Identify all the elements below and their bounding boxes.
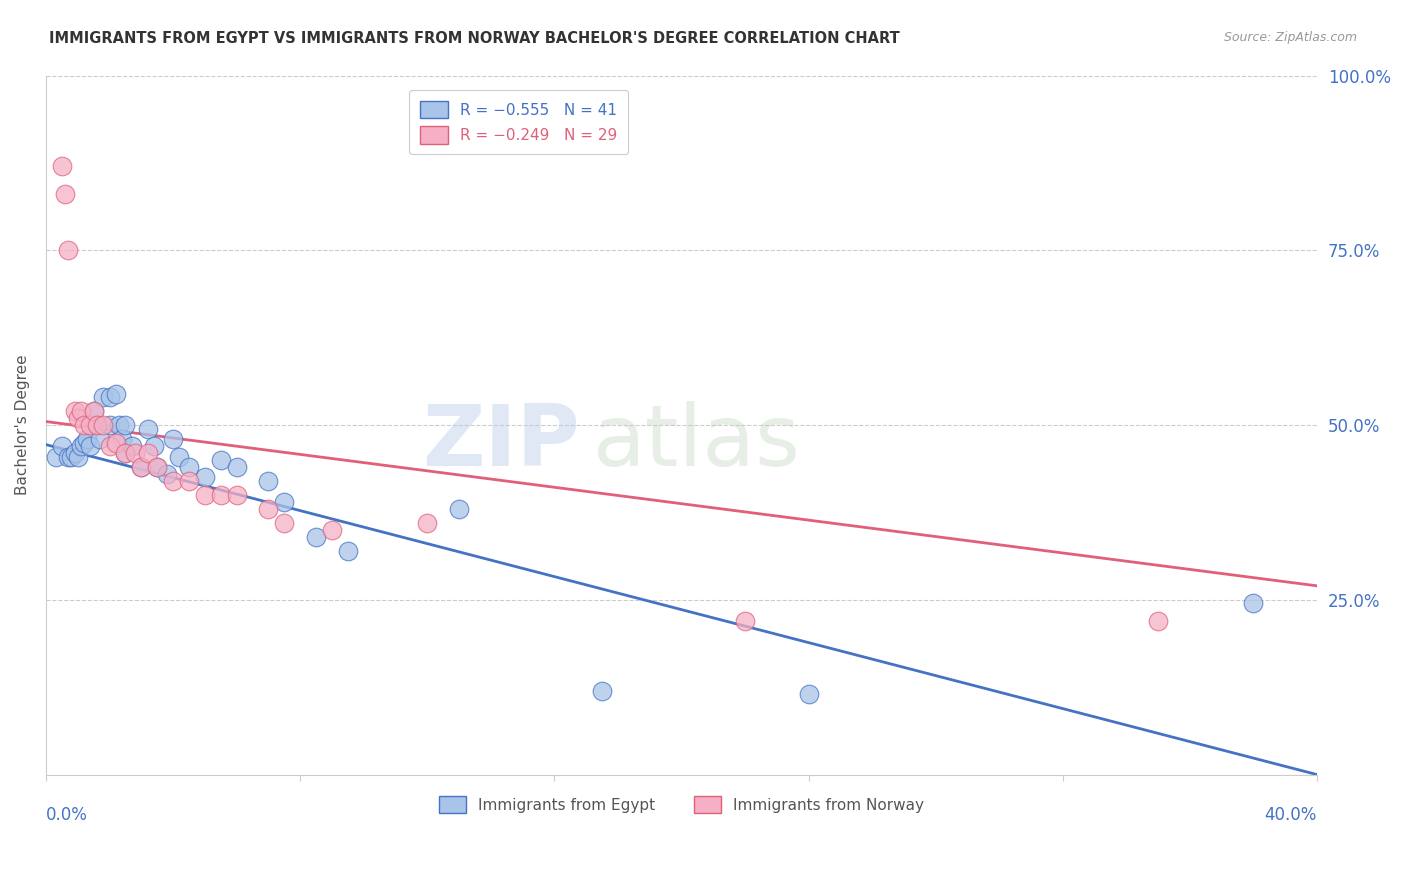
Point [73,435,96,450]
Point [111,432,134,446]
Point [1147,614,1170,628]
Point [336,544,359,558]
Point [114,446,136,460]
Point [86,418,108,433]
Point [257,502,280,516]
Point [66,450,89,464]
Point [73,418,96,433]
Point [194,488,217,502]
Point [76,432,98,446]
Point [143,439,166,453]
Point [91,418,114,433]
Point [305,530,328,544]
Point [447,502,470,516]
Text: 0.0%: 0.0% [46,806,87,824]
Point [114,418,136,433]
Point [225,460,247,475]
Point [225,488,247,502]
Point [156,467,179,481]
Text: atlas: atlas [592,401,800,484]
Point [591,683,613,698]
Point [108,418,131,433]
Point [79,439,101,453]
Point [104,435,127,450]
Point [60,450,83,464]
Point [146,460,169,475]
Point [83,404,105,418]
Point [98,390,121,404]
Point [51,439,73,453]
Point [104,386,127,401]
Point [129,460,152,475]
Point [86,418,108,433]
Point [114,446,136,460]
Point [209,488,232,502]
Point [177,460,200,475]
Point [273,495,295,509]
Point [273,516,295,530]
Point [58,450,80,464]
Point [66,411,89,425]
Point [79,418,101,433]
Text: 40.0%: 40.0% [1264,806,1317,824]
Point [53,187,76,202]
Point [70,439,93,453]
Point [51,160,73,174]
Text: IMMIGRANTS FROM EGYPT VS IMMIGRANTS FROM NORWAY BACHELOR'S DEGREE CORRELATION CH: IMMIGRANTS FROM EGYPT VS IMMIGRANTS FROM… [49,31,900,46]
Point [162,432,184,446]
Point [91,390,114,404]
Point [44,450,66,464]
Point [98,418,121,433]
Legend: Immigrants from Egypt, Immigrants from Norway: Immigrants from Egypt, Immigrants from N… [433,789,931,820]
Point [121,439,143,453]
Point [1241,596,1264,610]
Point [124,446,146,460]
Point [136,421,159,435]
Point [169,450,191,464]
Point [194,470,217,484]
Point [83,404,105,418]
Point [98,439,121,453]
Point [63,404,86,418]
Point [89,432,111,446]
Point [146,460,169,475]
Point [321,523,343,537]
Text: Source: ZipAtlas.com: Source: ZipAtlas.com [1223,31,1357,45]
Point [177,474,200,488]
Point [734,614,756,628]
Point [209,453,232,467]
Point [129,460,152,475]
Point [162,474,184,488]
Point [136,446,159,460]
Point [58,244,80,258]
Text: ZIP: ZIP [422,401,579,484]
Point [416,516,439,530]
Y-axis label: Bachelor's Degree: Bachelor's Degree [15,355,30,495]
Point [70,404,93,418]
Point [797,687,820,701]
Point [257,474,280,488]
Point [63,446,86,460]
